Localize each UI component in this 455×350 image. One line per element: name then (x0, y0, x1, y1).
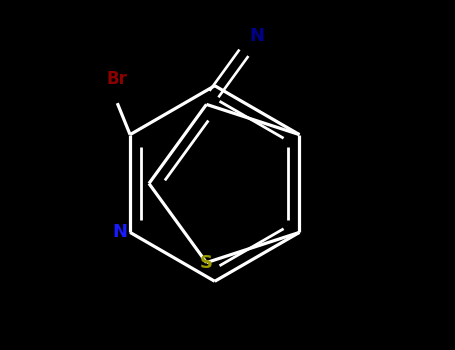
Text: N: N (249, 27, 264, 44)
Text: Br: Br (107, 70, 128, 88)
Text: S: S (200, 254, 213, 272)
Text: N: N (112, 223, 127, 242)
